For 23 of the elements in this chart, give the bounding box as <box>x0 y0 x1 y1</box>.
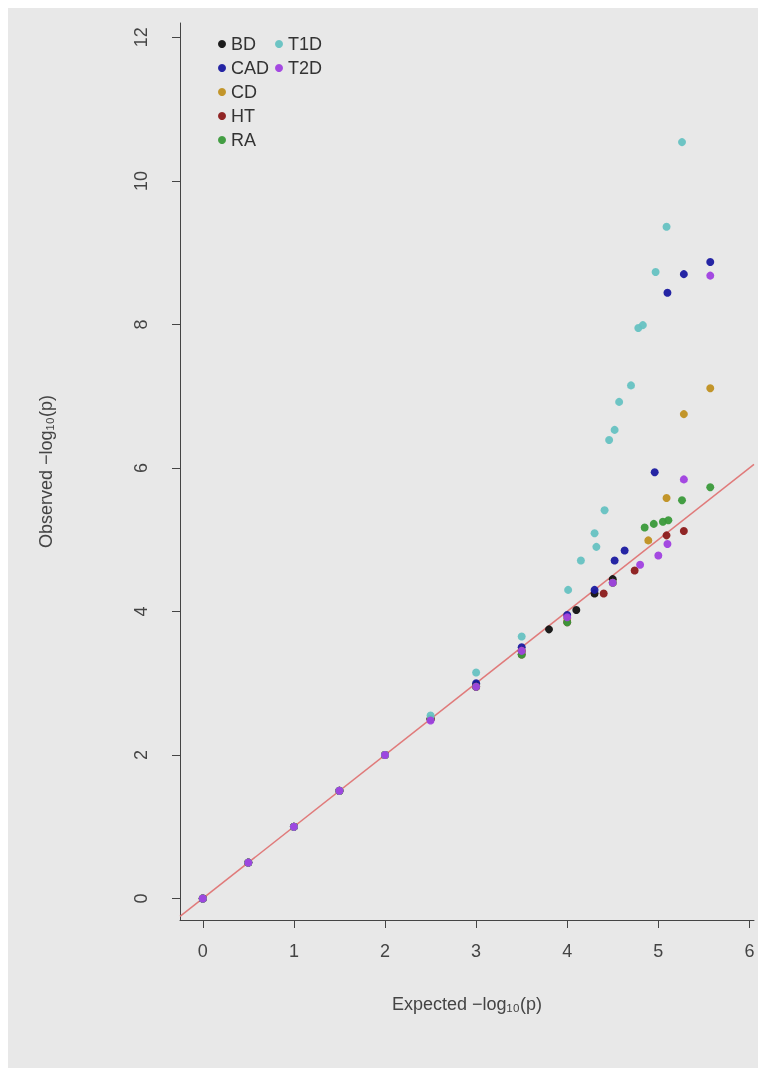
x-tick-label: 0 <box>197 941 208 961</box>
x-tick-label: 2 <box>379 941 391 961</box>
legend-label: BD <box>231 34 257 54</box>
y-tick-label: 8 <box>131 319 151 330</box>
legend-label: CAD <box>231 58 270 78</box>
legend-label: T2D <box>288 58 323 78</box>
legend-label: CD <box>231 82 257 102</box>
x-tick-label: 4 <box>562 941 573 961</box>
legend-label: RA <box>231 130 257 150</box>
legend-label: HT <box>231 106 255 126</box>
legend-label: T1D <box>288 34 323 54</box>
x-tick-label: 1 <box>288 941 299 961</box>
y-tick-label: 2 <box>131 749 151 760</box>
x-tick-label: 3 <box>471 941 482 961</box>
y-tick-label: 12 <box>131 27 151 48</box>
y-tick-label: 4 <box>131 606 151 617</box>
y-tick-label: 6 <box>131 462 151 473</box>
y-tick-label: 10 <box>131 170 151 191</box>
y-axis-title: Observed −log₁₀(p) <box>36 394 56 549</box>
x-tick-label: 6 <box>744 941 755 961</box>
y-tick-label: 0 <box>131 893 151 904</box>
x-tick-label: 5 <box>653 941 664 961</box>
x-axis-title: Expected −log₁₀(p) <box>391 994 543 1014</box>
